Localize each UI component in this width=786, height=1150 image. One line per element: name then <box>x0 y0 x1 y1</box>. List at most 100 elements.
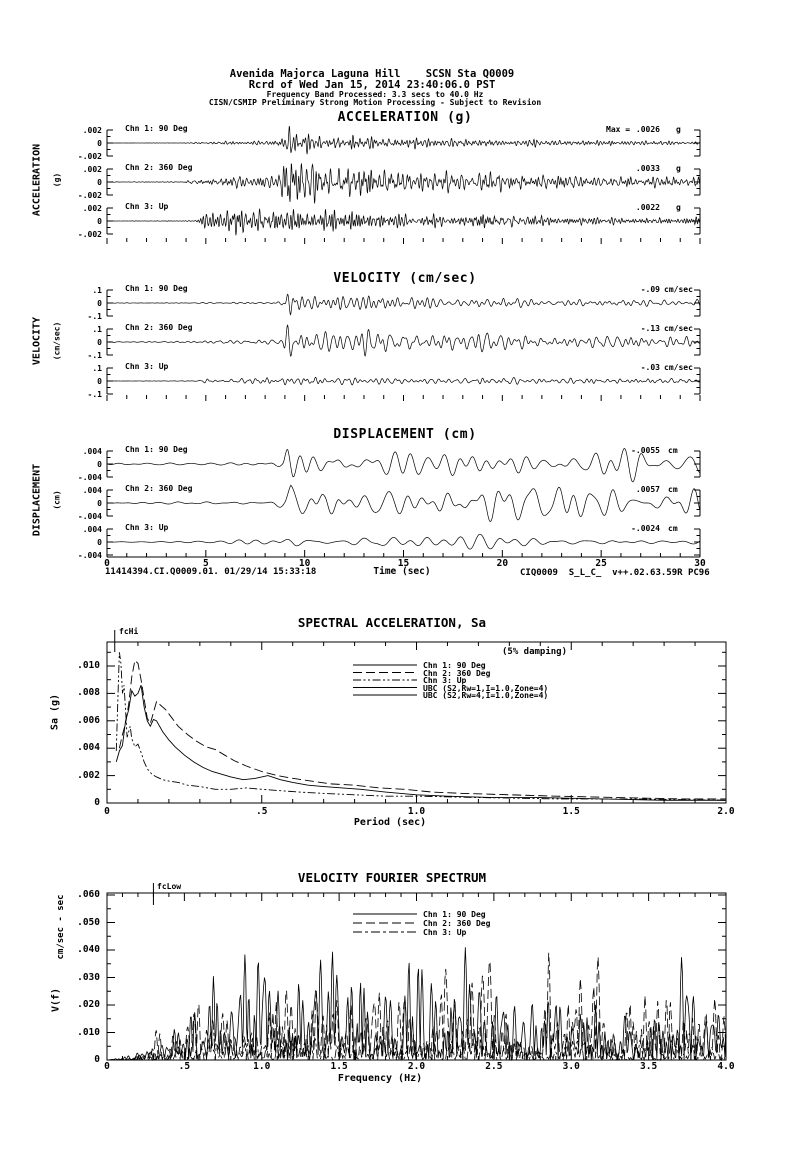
ytick-label: .010 <box>77 660 100 671</box>
ytick-label: .006 <box>77 714 100 726</box>
time-tick-label: 15 <box>397 558 410 569</box>
ytick-label: .030 <box>77 971 100 983</box>
unit-label: cm <box>668 446 678 455</box>
max-value-label: .0057 <box>635 485 660 494</box>
ytick-label: -.002 <box>77 230 102 239</box>
time-tick-label: 10 <box>298 558 311 569</box>
fclow-label: fcLow <box>157 882 182 891</box>
channel-label: Chn 2: 360 Deg <box>125 323 193 332</box>
station-title: Avenida Majorca Laguna Hill SCSN Sta Q00… <box>229 68 515 80</box>
ytick-label: 0 <box>97 178 102 187</box>
period-axis-label: Period (sec) <box>353 817 427 828</box>
xtick-label: 0 <box>104 1061 110 1072</box>
channel-label: Chn 2: 360 Deg <box>125 163 193 172</box>
time-tick-label: 25 <box>595 558 607 569</box>
ytick-label: 0 <box>94 1054 100 1065</box>
record-datetime: Rcrd of Wed Jan 15, 2014 23:40:06.0 PST <box>248 79 496 91</box>
displacement-panel-title: DISPLACEMENT (cm) <box>333 427 477 442</box>
time-tick-label: 0 <box>104 558 110 569</box>
ytick-label: .002 <box>82 165 102 174</box>
legend-label: UBC (S2,Rw=4,I=1.0,Zone=4) <box>423 691 549 700</box>
channel-label: Chn 3: Up <box>125 202 169 211</box>
unit-label: g <box>676 203 681 212</box>
max-value-label: -.0024 <box>631 524 660 533</box>
max-value-label: .0026 <box>635 125 660 134</box>
ytick-label: .1 <box>92 286 102 295</box>
xtick-label: 1.0 <box>407 806 426 817</box>
ytick-label: .040 <box>77 944 100 955</box>
time-tick-label: 5 <box>202 558 209 569</box>
xtick-label: 4.0 <box>717 1061 735 1072</box>
frequency-band-note: Frequency Band Processed: 3.3 secs to 40… <box>266 90 484 99</box>
ytick-label: -.002 <box>77 191 102 200</box>
unit-label: cm/sec <box>664 285 693 294</box>
ytick-label: .004 <box>82 486 102 495</box>
max-value-label: -.13 <box>640 324 660 333</box>
legend-label: Chn 1: 90 Deg <box>423 661 486 670</box>
ytick-label: -.1 <box>87 390 102 399</box>
ytick-label: 0 <box>97 538 102 547</box>
ytick-label: 0 <box>97 460 102 469</box>
max-value-label: .0033 <box>635 164 660 173</box>
channel-label: Chn 2: 360 Deg <box>125 484 193 493</box>
xtick-label: 3.0 <box>562 1061 580 1072</box>
ytick-label: .004 <box>77 742 100 754</box>
unit-label: g <box>676 125 681 134</box>
unit-label: cm <box>668 524 678 533</box>
max-value-label: .0022 <box>635 203 660 212</box>
xtick-label: .5 <box>178 1061 191 1072</box>
ytick-label: .060 <box>77 889 100 900</box>
xtick-label: 1.5 <box>562 806 580 817</box>
ytick-label: -.002 <box>77 152 102 161</box>
channel-label: Chn 1: 90 Deg <box>125 445 188 454</box>
max-value-label: -.03 <box>640 363 660 372</box>
acceleration-panel-title: ACCELERATION (g) <box>337 110 473 125</box>
processing-note: CISN/CSMIP Preliminary Strong Motion Pro… <box>208 98 542 107</box>
fchi-label: fcHi <box>119 627 139 636</box>
time-axis-label: Time (sec) <box>373 566 431 577</box>
xtick-label: 2.5 <box>485 1061 503 1072</box>
ytick-label: 0 <box>97 499 102 508</box>
xtick-label: .5 <box>256 806 268 817</box>
channel-label: Chn 1: 90 Deg <box>125 124 188 133</box>
xtick-label: 2.0 <box>717 806 735 817</box>
unit-label: cm <box>668 485 678 494</box>
ytick-label: .002 <box>82 126 102 135</box>
unit-label: cm/sec <box>664 363 693 372</box>
legend-label: Chn 3: Up <box>423 928 467 937</box>
time-tick-label: 30 <box>694 558 706 569</box>
ytick-label: .002 <box>82 204 102 213</box>
ytick-label: .1 <box>92 364 102 373</box>
legend-label: Chn 2: 360 Deg <box>423 919 491 928</box>
ytick-label: -.004 <box>77 512 102 521</box>
unit-label: g <box>676 164 681 173</box>
ytick-label: .004 <box>82 447 102 456</box>
velocity-panel-title: VELOCITY (cm/sec) <box>333 271 477 286</box>
channel-label: Chn 1: 90 Deg <box>125 284 188 293</box>
xtick-label: 3.5 <box>640 1061 658 1072</box>
frequency-axis-label: Frequency (Hz) <box>337 1073 423 1084</box>
channel-label: Chn 3: Up <box>125 523 169 532</box>
ytick-label: 0 <box>97 299 102 308</box>
legend-label: Chn 1: 90 Deg <box>423 910 486 919</box>
xtick-label: 0 <box>104 806 110 817</box>
xtick-label: 1.0 <box>253 1061 271 1072</box>
unit-label: cm/sec <box>664 324 693 333</box>
processing-stamp: CIQ0009 S_L_C_ v++.02.63.59R PC96 <box>520 568 710 578</box>
legend-label: Chn 3: Up <box>423 676 467 685</box>
ytick-label: 0 <box>94 797 100 808</box>
channel-label: Chn 3: Up <box>125 362 169 371</box>
max-prefix-label: Max = <box>606 125 631 134</box>
ytick-label: 0 <box>97 139 102 148</box>
max-value-label: -.09 <box>640 285 660 294</box>
ytick-label: 0 <box>97 338 102 347</box>
ytick-label: .002 <box>77 769 100 781</box>
ytick-label: .020 <box>77 999 100 1010</box>
ytick-label: .050 <box>77 916 100 928</box>
ytick-label: .004 <box>82 525 102 534</box>
ytick-label: -.1 <box>87 351 102 360</box>
spectral-chart-title: SPECTRAL ACCELERATION, Sa <box>297 615 487 630</box>
ytick-label: -.1 <box>87 312 102 321</box>
